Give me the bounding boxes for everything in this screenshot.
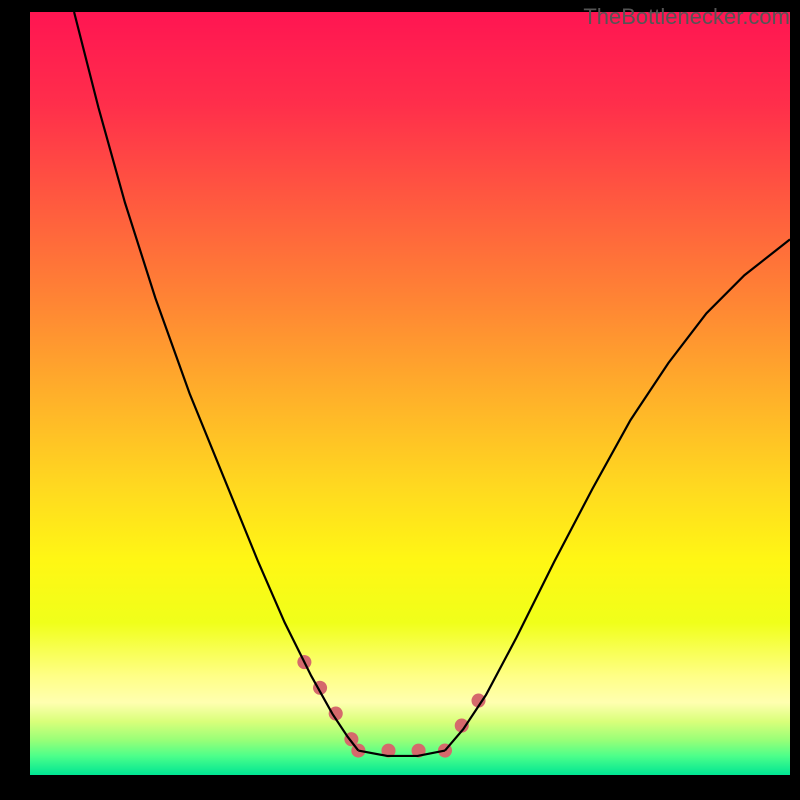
plot-area xyxy=(30,12,790,775)
watermark-text: TheBottlenecker.com xyxy=(583,4,790,30)
curve-layer xyxy=(30,12,790,775)
highlight-dash-right xyxy=(445,676,495,751)
bottleneck-curve-right xyxy=(445,239,790,750)
chart-canvas: TheBottlenecker.com xyxy=(0,0,800,800)
highlight-dash-left xyxy=(304,662,358,751)
bottleneck-curve-flat xyxy=(358,751,445,756)
bottleneck-curve-left xyxy=(74,12,358,751)
